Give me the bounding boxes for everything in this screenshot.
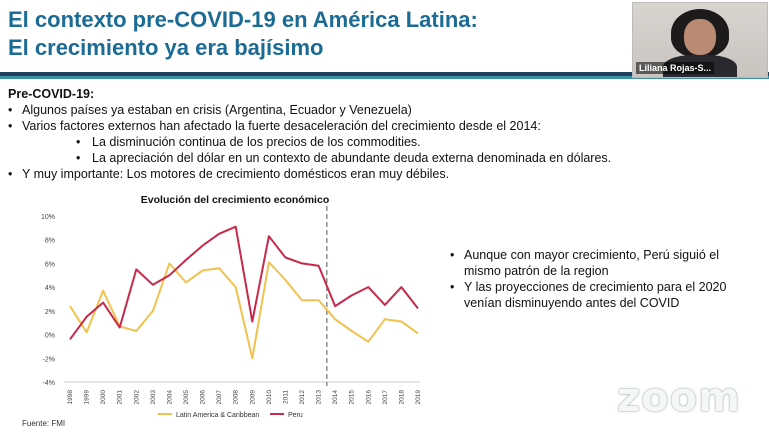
y-tick-label: -2% (43, 356, 55, 363)
series-line (69, 225, 419, 340)
section-heading: Pre-COVID-19: (8, 87, 95, 101)
y-tick-label: 4% (45, 285, 55, 292)
x-tick-label: 2000 (100, 390, 107, 405)
x-tick-label: 1999 (84, 390, 91, 405)
x-tick-label: 2001 (117, 390, 124, 405)
commentary-box: Aunque con mayor crecimiento, Perú sigui… (448, 247, 748, 311)
x-tick-label: 2005 (183, 390, 190, 405)
bullet-item: Algunos países ya estaban en crisis (Arg… (8, 102, 611, 118)
series-lines (69, 225, 419, 360)
y-tick-label: 0% (45, 333, 55, 340)
x-tick-label: 2003 (150, 390, 157, 405)
bullet-item: Y muy importante: Los motores de crecimi… (8, 166, 611, 182)
x-tick-label: 2011 (282, 390, 289, 404)
participant-face (684, 19, 716, 55)
y-axis: 10% 8% 6% 4% 2% 0% -2% -4% (41, 214, 55, 387)
slide-content: Pre-COVID-19: Algunos países ya estaban … (8, 86, 611, 182)
participant-video-tile[interactable]: Liliana Rojas-S... (632, 2, 768, 78)
x-tick-label: 2015 (349, 390, 356, 405)
x-tick-label: 2008 (233, 390, 240, 405)
chart-legend: Latin America & Caribbean Peru (158, 412, 303, 419)
commentary-bullet: Aunque con mayor crecimiento, Perú sigui… (448, 247, 748, 279)
legend-label: Latin America & Caribbean (176, 412, 259, 419)
legend-label: Peru (288, 412, 303, 419)
commentary-bullet: Y las proyecciones de crecimiento para e… (448, 279, 748, 311)
title-rule-teal (0, 76, 769, 79)
x-tick-label: 2009 (249, 390, 256, 405)
slide-title: El contexto pre-COVID-19 en América Lati… (8, 6, 608, 62)
series-line (69, 261, 419, 360)
x-tick-label: 2013 (316, 390, 323, 405)
x-tick-label: 2002 (133, 390, 140, 405)
x-tick-label: 2019 (415, 390, 422, 405)
x-tick-label: 1998 (67, 390, 74, 405)
x-tick-label: 2012 (299, 390, 306, 405)
x-tick-label: 2006 (200, 390, 207, 405)
y-tick-label: 6% (45, 261, 55, 268)
x-tick-label: 2004 (166, 390, 173, 405)
sub-bullet-item: La apreciación del dólar en un contexto … (8, 150, 611, 166)
x-axis: 1998 1999 2000 2001 2002 2003 2004 2005 2006 2007… (67, 390, 422, 405)
participant-name-label: Liliana Rojas-S... (636, 62, 715, 74)
zoom-watermark: zoom (617, 375, 741, 421)
x-tick-label: 2010 (266, 390, 273, 405)
title-rule-dark (0, 72, 769, 76)
y-tick-label: 2% (45, 309, 55, 316)
x-tick-label: 2018 (398, 390, 405, 405)
chart-source: Fuente: FMI (22, 419, 65, 428)
chart-title: Evolución del crecimiento económico (141, 194, 329, 206)
slide-title-line-1: El contexto pre-COVID-19 en América Lati… (8, 7, 478, 32)
x-tick-label: 2007 (216, 390, 223, 405)
growth-line-chart: Evolución del crecimiento económico 10% 8… (22, 194, 422, 428)
bullet-item: Varios factores externos han afectado la… (8, 118, 611, 134)
x-tick-label: 2017 (382, 390, 389, 405)
sub-bullet-item: La disminución continua de los precios d… (8, 134, 611, 150)
slide-title-line-2: El crecimiento ya era bajísimo (8, 35, 324, 60)
y-tick-label: 8% (45, 238, 55, 245)
x-tick-label: 2014 (332, 390, 339, 405)
y-tick-label: -4% (43, 380, 55, 387)
x-tick-label: 2016 (365, 390, 372, 405)
y-tick-label: 10% (41, 214, 55, 221)
